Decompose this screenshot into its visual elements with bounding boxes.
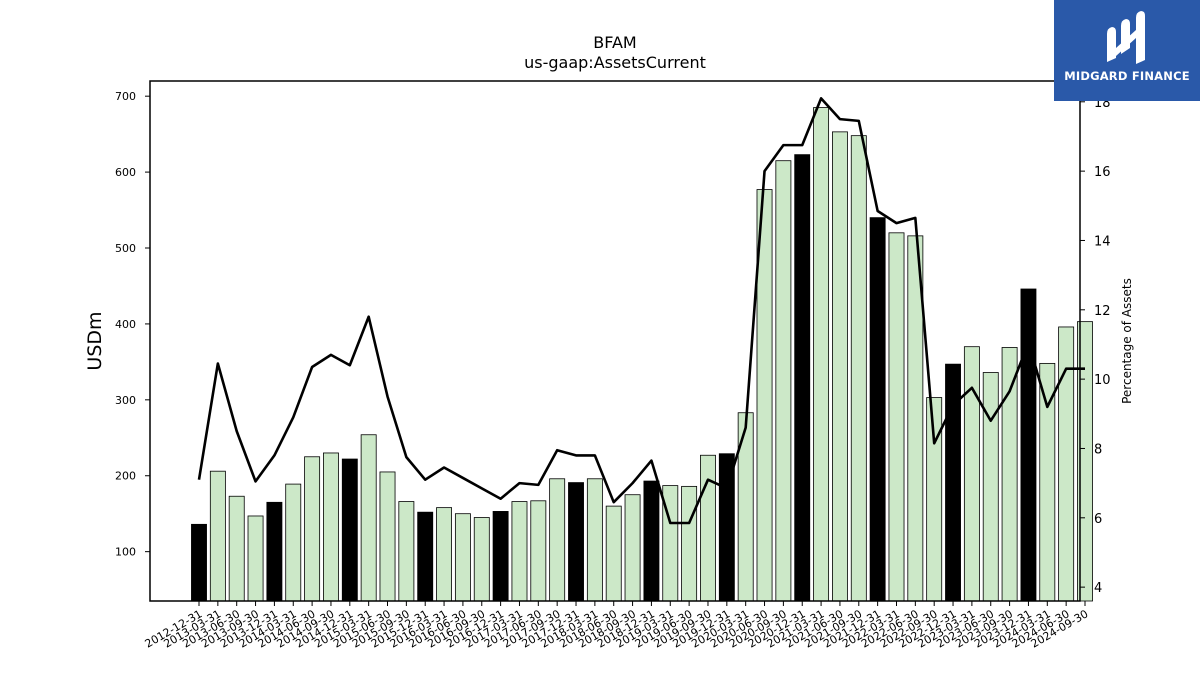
y-tick-label: 300 (115, 394, 136, 407)
bar (454, 513, 471, 602)
bar (586, 478, 603, 602)
bar (775, 160, 792, 602)
midgard-m-icon (1107, 11, 1145, 64)
line-layer (197, 97, 1085, 525)
bar (813, 107, 830, 602)
bar (963, 346, 980, 602)
y2-tick-label: 14 (1094, 234, 1111, 249)
bar (511, 501, 528, 602)
bar (285, 483, 302, 602)
brand-logo: MIDGARD FINANCE (1054, 0, 1200, 101)
bar (568, 482, 584, 602)
y2-axis-label: Percentage of Assets (1120, 278, 1134, 404)
brand-name: MIDGARD FINANCE (1064, 69, 1190, 83)
bar (209, 470, 226, 602)
bar (982, 372, 999, 602)
y2-tick-label: 8 (1094, 442, 1102, 457)
y-tick-label: 600 (115, 166, 136, 179)
bar (718, 453, 735, 602)
bar (360, 434, 377, 602)
bar (888, 232, 905, 602)
y-tick-label: 400 (115, 318, 136, 331)
y-tick-label: 700 (115, 90, 136, 103)
y2-tick-label: 12 (1094, 304, 1111, 319)
bar (850, 135, 867, 602)
y-tick-label: 500 (115, 242, 136, 255)
y2-tick-label: 4 (1094, 581, 1102, 596)
y2-tick-label: 10 (1094, 373, 1111, 388)
y2-tick-label: 6 (1094, 512, 1102, 527)
bar (323, 452, 339, 602)
bar (436, 507, 452, 602)
bar (530, 500, 547, 602)
plot-frame (149, 80, 1081, 602)
bar (228, 495, 245, 602)
left-axis: 100 200 300 400 500 600 700 (115, 90, 150, 559)
bar (191, 523, 207, 602)
bar (700, 454, 716, 602)
bar (379, 471, 396, 602)
bar (869, 217, 886, 602)
y2-tick-label: 16 (1094, 165, 1111, 180)
x-axis: 2012-12-312013-03-312013-06-302013-09-30… (143, 601, 1091, 651)
y-tick-label: 100 (115, 546, 136, 559)
bar (624, 494, 641, 602)
bar (549, 478, 566, 602)
bar (1020, 288, 1037, 602)
bar (681, 485, 698, 602)
bar (643, 480, 660, 602)
bar (605, 505, 622, 602)
bar (473, 517, 490, 602)
bar (492, 511, 509, 602)
bar (247, 515, 264, 602)
bar (417, 511, 434, 602)
series-line (197, 97, 1085, 525)
y-tick-label: 200 (115, 470, 136, 483)
bar (341, 458, 358, 602)
bars-group (191, 107, 1093, 602)
bar (266, 501, 283, 602)
bar (304, 456, 321, 602)
bar (398, 501, 415, 602)
bar (794, 154, 811, 602)
y-axis-label: USDm (84, 311, 106, 370)
chart-title: BFAM (593, 33, 636, 52)
chart-subtitle: us-gaap:AssetsCurrent (524, 53, 706, 72)
bar (832, 131, 848, 602)
bar (1001, 347, 1018, 602)
